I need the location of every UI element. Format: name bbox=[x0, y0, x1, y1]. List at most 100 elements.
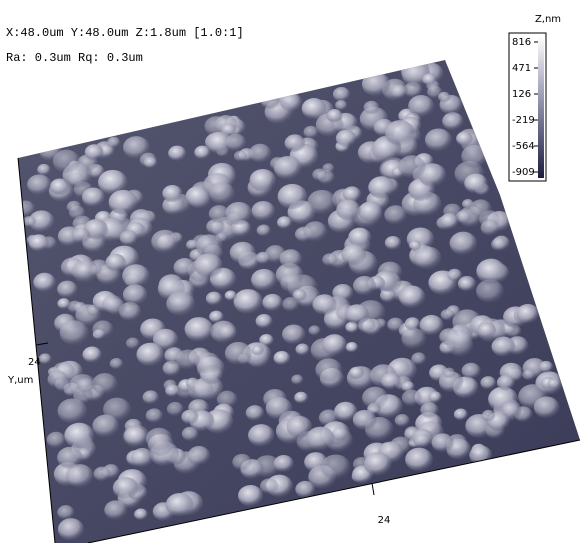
grain bbox=[358, 201, 382, 222]
grain bbox=[252, 345, 264, 355]
grain bbox=[280, 93, 302, 112]
grain bbox=[256, 314, 273, 329]
grain bbox=[461, 145, 488, 168]
grain bbox=[477, 322, 496, 338]
grain bbox=[491, 238, 507, 251]
grain bbox=[225, 202, 252, 225]
grain bbox=[260, 478, 279, 494]
grain bbox=[57, 281, 78, 298]
grain bbox=[262, 294, 282, 311]
grain bbox=[462, 363, 481, 379]
grain bbox=[534, 396, 560, 418]
grain bbox=[238, 485, 263, 507]
grain bbox=[431, 433, 453, 452]
grain bbox=[296, 343, 310, 355]
grain bbox=[399, 286, 426, 309]
grain bbox=[251, 269, 277, 291]
grain bbox=[497, 375, 515, 390]
grain bbox=[60, 320, 89, 345]
grain bbox=[364, 101, 380, 115]
info-line: Ra: 0.3um Rq: 0.3um bbox=[6, 51, 143, 65]
grain bbox=[246, 405, 264, 421]
grain bbox=[442, 112, 463, 130]
grain bbox=[58, 518, 84, 540]
grain bbox=[282, 324, 306, 344]
grain bbox=[408, 95, 434, 117]
colorbar-title: Z,nm bbox=[535, 14, 561, 25]
grain bbox=[385, 236, 401, 250]
colorbar-tick-label: 816 bbox=[512, 37, 531, 48]
grain bbox=[109, 190, 138, 215]
grain bbox=[225, 342, 252, 365]
grain bbox=[480, 376, 496, 389]
grain bbox=[194, 253, 223, 277]
colorbar-tick-label: -564 bbox=[512, 141, 535, 152]
grain bbox=[405, 317, 421, 330]
grain bbox=[188, 446, 211, 465]
grain bbox=[256, 252, 271, 265]
grain bbox=[181, 410, 198, 425]
grain bbox=[482, 410, 496, 422]
grain bbox=[57, 505, 74, 520]
grain bbox=[321, 454, 350, 479]
grain bbox=[464, 173, 487, 193]
grain bbox=[333, 87, 350, 102]
grain bbox=[104, 500, 127, 520]
grain bbox=[209, 311, 224, 323]
grain bbox=[27, 174, 51, 195]
grain bbox=[381, 373, 401, 390]
y-tick-label: 24 bbox=[28, 357, 41, 368]
grain bbox=[401, 328, 426, 349]
grain bbox=[362, 72, 390, 96]
grain bbox=[251, 201, 275, 221]
grain bbox=[476, 259, 506, 284]
grain bbox=[422, 73, 436, 85]
grain bbox=[174, 258, 196, 277]
grain bbox=[345, 304, 369, 324]
grain bbox=[522, 370, 535, 381]
grain bbox=[185, 317, 214, 342]
grain bbox=[402, 390, 422, 407]
grain bbox=[58, 398, 88, 423]
grain bbox=[92, 415, 119, 438]
grain bbox=[429, 391, 442, 402]
grain bbox=[387, 318, 404, 332]
grain bbox=[250, 169, 277, 192]
grain bbox=[234, 151, 247, 162]
grain bbox=[343, 186, 361, 202]
grain bbox=[123, 284, 148, 305]
grain bbox=[168, 146, 186, 161]
grain bbox=[122, 264, 150, 288]
grain bbox=[312, 169, 327, 182]
grain bbox=[385, 120, 415, 145]
grain bbox=[278, 184, 308, 209]
grain bbox=[364, 452, 392, 476]
x-tick-label: 24 bbox=[378, 515, 391, 526]
grain bbox=[274, 156, 302, 180]
grain bbox=[83, 346, 102, 362]
grain bbox=[322, 334, 347, 355]
colorbar-tick-label: 471 bbox=[512, 63, 531, 74]
grain bbox=[230, 242, 256, 264]
grain bbox=[348, 228, 371, 248]
grain bbox=[438, 92, 450, 103]
grain bbox=[266, 397, 293, 420]
grain bbox=[37, 164, 51, 176]
grain bbox=[94, 467, 111, 482]
grain bbox=[450, 232, 478, 255]
afm-view: X:48.0um Y:48.0um Z:1.8um [1.0:1] Ra: 0.… bbox=[0, 0, 581, 543]
grain bbox=[144, 157, 158, 168]
colorbar-tick-label: 126 bbox=[512, 89, 531, 100]
grain bbox=[441, 309, 455, 321]
grain bbox=[456, 132, 473, 146]
grain bbox=[293, 289, 307, 301]
grain bbox=[113, 477, 139, 499]
grain bbox=[72, 228, 91, 244]
grain bbox=[105, 254, 125, 271]
grain bbox=[146, 408, 163, 423]
grain bbox=[123, 425, 150, 448]
grain bbox=[459, 278, 474, 291]
grain bbox=[110, 358, 123, 369]
grain bbox=[312, 294, 336, 315]
grain bbox=[335, 100, 347, 110]
